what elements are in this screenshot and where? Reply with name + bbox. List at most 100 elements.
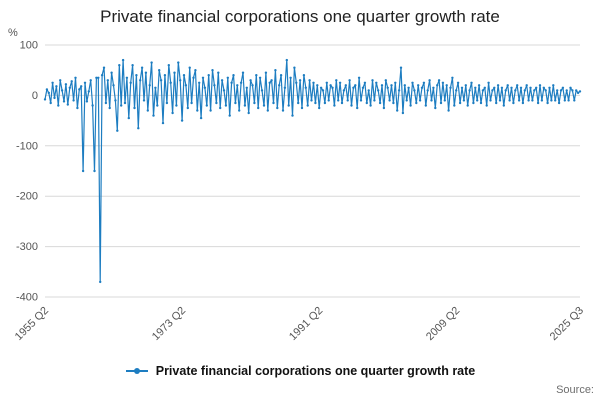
data-point [578,90,582,93]
data-point [260,89,264,92]
data-point [552,84,555,87]
data-point [331,86,334,89]
data-point [236,84,239,87]
data-point [504,89,507,92]
data-point [173,71,176,74]
data-point [159,79,163,82]
data-point [396,109,399,112]
data-point [91,104,94,107]
data-point [466,104,469,107]
data-point [321,89,325,92]
data-point [59,79,62,82]
data-point [49,101,52,105]
data-point [60,89,64,92]
data-point [188,66,191,69]
data-point [573,99,576,102]
data-point [394,81,397,84]
data-point [407,86,410,89]
data-point [378,101,382,105]
data-point [247,111,250,115]
y-tick-label: 100 [20,40,38,52]
data-point [196,109,199,112]
data-point [179,79,182,82]
data-point [319,86,323,89]
data-point [533,89,536,92]
data-point [300,106,304,110]
data-point [428,79,431,82]
data-point [550,99,553,102]
data-point [100,74,104,77]
data-point [298,79,302,82]
data-point [531,99,534,102]
data-point [540,99,544,102]
data-point [342,89,346,92]
data-point [182,74,186,77]
data-point [156,104,159,107]
data-point [557,101,561,105]
data-point [559,89,563,92]
data-point [287,104,290,107]
data-point [175,104,178,107]
data-point [140,66,144,69]
data-point [382,106,386,110]
data-point [456,81,460,84]
data-point [253,101,256,105]
data-point [500,86,504,89]
data-point [213,84,216,87]
data-point [388,99,391,102]
data-point [80,85,83,88]
data-point [340,101,344,105]
data-line [44,59,581,283]
data-point [346,99,349,102]
data-point [323,101,327,105]
legend: Private financial corporations one quart… [0,364,600,378]
data-point [546,101,549,105]
data-point [104,101,108,105]
data-point [474,86,477,89]
data-point [62,100,66,103]
data-point [177,61,180,64]
data-point [542,86,545,89]
data-point [476,99,479,102]
data-point [258,76,262,79]
data-point [519,86,523,89]
data-point [485,104,488,107]
data-point [146,109,149,112]
data-point [241,71,245,74]
data-point [180,119,184,122]
data-point [430,99,433,102]
data-point [239,81,243,84]
data-point [458,101,462,105]
source-label: Source: [556,384,594,396]
data-point [297,101,300,105]
data-point [99,280,102,284]
data-point [390,84,393,87]
data-point [377,89,380,92]
data-point [262,104,266,107]
data-point [281,109,285,112]
data-point [352,86,355,89]
data-point [137,127,140,130]
data-point [441,81,445,84]
data-point [487,81,490,84]
data-point [102,66,106,69]
legend-label: Private financial corporations one quart… [155,364,476,378]
data-point [489,99,492,102]
data-point [432,86,435,89]
data-point [64,83,68,86]
data-point [293,66,296,69]
data-point [163,74,167,77]
data-point [108,106,111,110]
data-point [81,169,85,173]
data-point [245,86,248,89]
data-point [169,81,172,84]
data-point [131,64,134,67]
data-point [561,86,565,89]
y-axis-unit-label: % [8,27,18,39]
data-point [171,111,174,115]
data-point [276,106,279,110]
data-point [74,76,77,79]
data-point [397,89,401,92]
data-point [243,104,247,107]
